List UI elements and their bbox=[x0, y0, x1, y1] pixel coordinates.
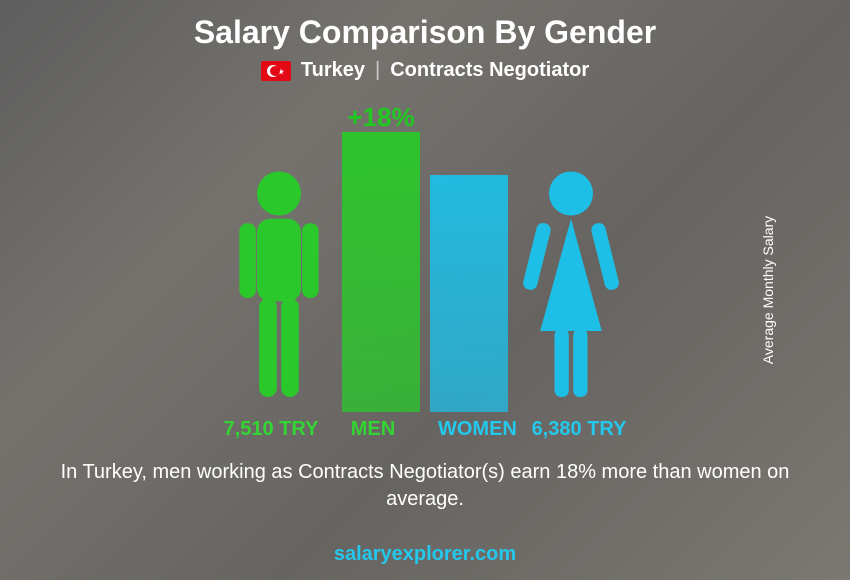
male-person-icon bbox=[224, 162, 334, 412]
chart-area: +18% bbox=[145, 92, 705, 412]
country-label: Turkey bbox=[301, 59, 365, 82]
description-text: In Turkey, men working as Contracts Nego… bbox=[55, 459, 795, 513]
men-label: MEN bbox=[334, 418, 412, 441]
female-person-icon bbox=[516, 162, 626, 412]
role-label: Contracts Negotiator bbox=[390, 59, 589, 82]
content-wrapper: Salary Comparison By Gender ★ Turkey | C… bbox=[0, 0, 850, 580]
subtitle-separator: | bbox=[375, 59, 380, 82]
turkey-flag-icon: ★ bbox=[261, 61, 291, 81]
subtitle-row: ★ Turkey | Contracts Negotiator bbox=[261, 59, 589, 82]
footer-source: salaryexplorer.com bbox=[0, 543, 850, 566]
women-label: WOMEN bbox=[438, 418, 516, 441]
labels-row: 7,510 TRY MEN WOMEN 6,380 TRY bbox=[145, 418, 705, 441]
pct-diff-label: +18% bbox=[347, 102, 414, 133]
bars-group: +18% bbox=[342, 92, 508, 412]
bar-women bbox=[430, 175, 508, 412]
men-salary-value: 7,510 TRY bbox=[216, 418, 326, 441]
bar-men: +18% bbox=[342, 132, 420, 412]
y-axis-label: Average Monthly Salary bbox=[760, 216, 776, 364]
page-title: Salary Comparison By Gender bbox=[194, 14, 656, 51]
women-salary-value: 6,380 TRY bbox=[524, 418, 634, 441]
